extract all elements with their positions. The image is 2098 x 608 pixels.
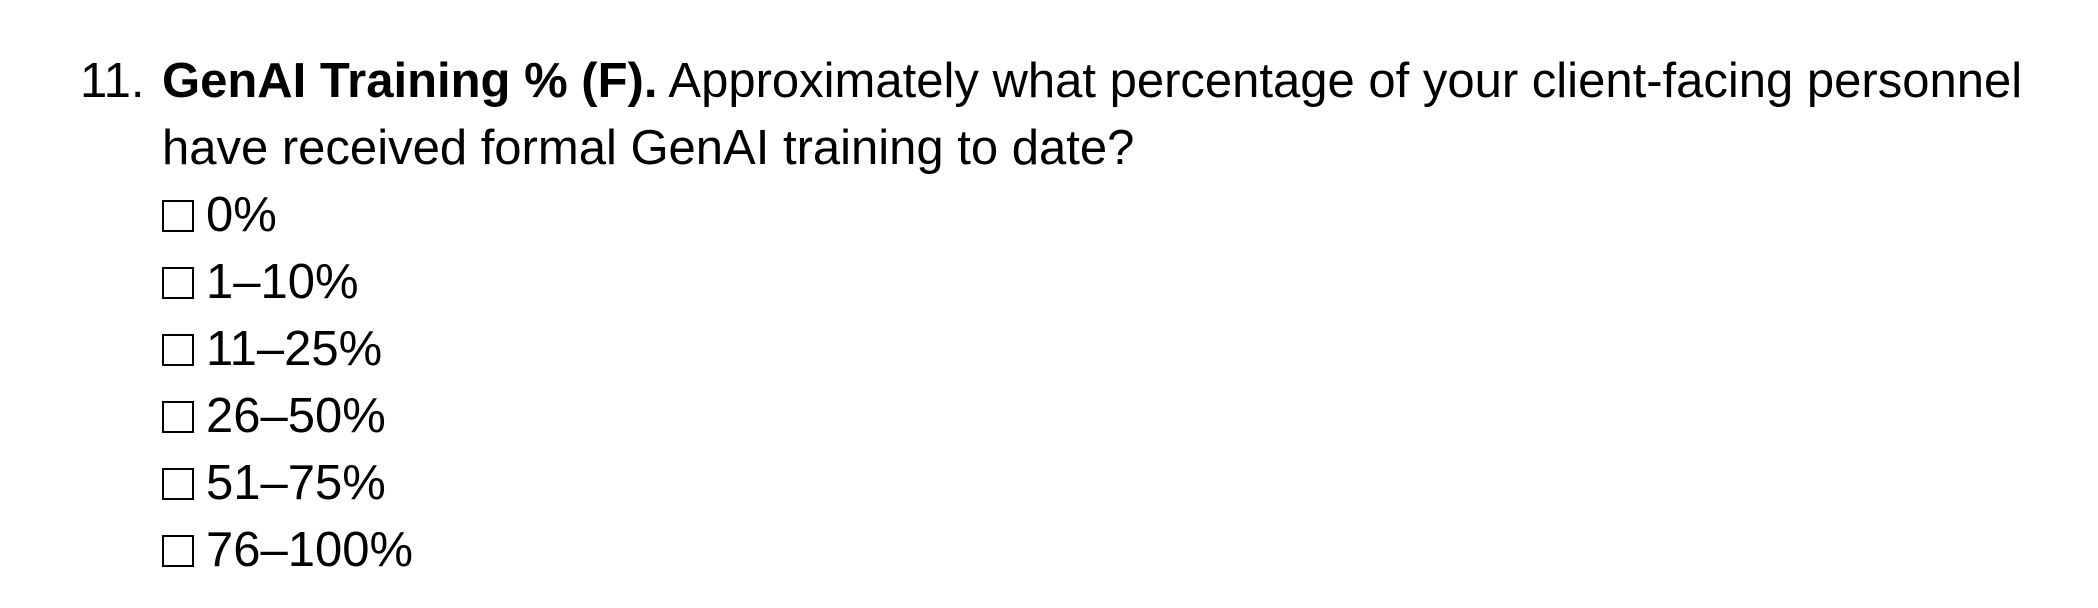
option-label: 51–75% bbox=[206, 456, 386, 510]
option-0-percent[interactable]: 0% bbox=[162, 182, 2040, 249]
option-label: 11–25% bbox=[206, 322, 383, 376]
checkbox-icon[interactable] bbox=[162, 400, 194, 433]
option-label: 1–10% bbox=[206, 255, 359, 309]
checkbox-icon[interactable] bbox=[162, 199, 194, 232]
option-label: 0% bbox=[206, 188, 277, 242]
option-51-75-percent[interactable]: 51–75% bbox=[162, 450, 2040, 517]
question-number: 11. bbox=[80, 54, 145, 108]
checkbox-icon[interactable] bbox=[162, 266, 194, 299]
answer-options: 0% 1–10% 11–25% 26–50% 51–75% 76–100% bbox=[162, 182, 2040, 584]
option-26-50-percent[interactable]: 26–50% bbox=[162, 383, 2040, 450]
survey-question: 11. GenAI Training % (F). Approximately … bbox=[80, 48, 2040, 600]
option-label: 26–50% bbox=[206, 389, 386, 443]
option-label: 76–100% bbox=[206, 523, 414, 577]
checkbox-icon[interactable] bbox=[162, 333, 194, 366]
option-76-100-percent[interactable]: 76–100% bbox=[162, 517, 2040, 584]
option-11-25-percent[interactable]: 11–25% bbox=[162, 316, 2040, 383]
checkbox-icon[interactable] bbox=[162, 467, 194, 500]
checkbox-icon[interactable] bbox=[162, 534, 194, 567]
question-prompt: Approximately what percentage of your cl… bbox=[162, 54, 2023, 175]
question-text-block: GenAI Training % (F). Approximately what… bbox=[162, 48, 2040, 182]
option-1-10-percent[interactable]: 1–10% bbox=[162, 249, 2040, 316]
question-title: GenAI Training % (F). bbox=[162, 54, 658, 108]
